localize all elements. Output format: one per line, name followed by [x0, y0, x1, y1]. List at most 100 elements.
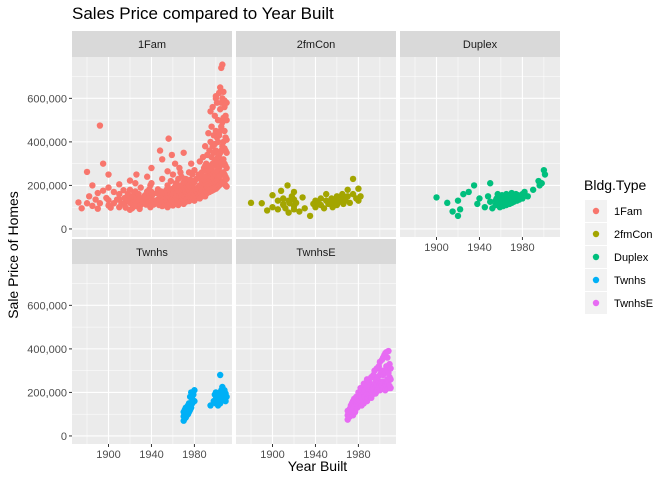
data-point	[105, 197, 112, 204]
legend-swatch	[592, 230, 600, 238]
x-axes: 1900 1940 1980 1900 1940 1980 1900 1940 1980	[96, 237, 535, 461]
data-point	[487, 198, 494, 205]
data-point	[296, 208, 303, 215]
data-point	[247, 199, 255, 207]
facet-strip-label: TwnhsE	[296, 247, 335, 259]
data-point	[269, 203, 276, 211]
data-point	[105, 184, 112, 191]
data-point	[126, 177, 134, 184]
data-point	[94, 205, 101, 212]
data-point	[92, 196, 99, 203]
x-tick-label: 1940	[467, 242, 491, 254]
data-point	[223, 116, 230, 124]
data-point	[312, 203, 319, 211]
data-point	[85, 193, 93, 200]
legend-title: Bldg.Type	[584, 177, 646, 193]
data-point	[456, 206, 464, 213]
data-point	[165, 135, 172, 142]
x-tick-label: 1940	[139, 449, 163, 461]
legend-item-twnhse: TwnhsE	[585, 292, 653, 314]
data-point	[484, 193, 492, 200]
data-point	[116, 181, 123, 188]
data-point	[277, 187, 285, 195]
data-point	[301, 205, 308, 212]
data-point	[387, 384, 394, 392]
x-tick-label: 1940	[303, 449, 327, 461]
data-point	[285, 209, 292, 216]
y-tick-label: 200,000	[27, 180, 67, 192]
series-points-1fam	[75, 61, 230, 213]
data-point	[159, 156, 166, 163]
y-tick-label: 600,000	[27, 300, 67, 312]
data-point	[385, 347, 392, 355]
x-tick-label: 1980	[510, 242, 534, 254]
data-point	[78, 205, 85, 212]
facet-panel-duplex: Duplex	[400, 31, 560, 237]
data-point	[290, 206, 298, 213]
x-tick-label: 1900	[260, 449, 284, 461]
x-axis-col-2: 1900 1940 1980	[260, 444, 371, 461]
y-axes: 0 200,000 400,000 600,000 0 200,000 400,000 600…	[27, 93, 72, 443]
data-point	[344, 186, 351, 193]
data-point	[317, 195, 325, 202]
data-point	[384, 354, 391, 361]
data-point	[132, 180, 139, 187]
data-point	[169, 171, 177, 178]
x-tick-label: 1900	[424, 242, 448, 254]
facet-panel-twnhs: Twnhs	[72, 239, 232, 444]
data-point	[110, 188, 118, 196]
legend-item-duplex: Duplex	[585, 246, 649, 268]
y-tick-label: 400,000	[27, 137, 67, 149]
data-point	[320, 205, 328, 212]
data-point	[465, 188, 472, 196]
legend-swatch	[592, 253, 600, 261]
y-axis-row-2: 0 200,000 400,000 600,000	[27, 300, 72, 443]
data-point	[223, 183, 230, 190]
data-point	[476, 195, 483, 202]
chart-title: Sales Price compared to Year Built	[72, 4, 334, 23]
facet-strip	[400, 31, 560, 57]
data-point	[105, 171, 112, 178]
data-point	[474, 200, 481, 208]
data-point	[187, 160, 195, 167]
x-tick-label: 1980	[346, 449, 370, 461]
data-point	[274, 197, 282, 204]
data-point	[460, 190, 467, 198]
y-tick-label: 0	[61, 224, 67, 236]
data-point	[116, 190, 123, 198]
data-point	[454, 212, 462, 220]
data-point	[292, 199, 300, 207]
legend: Bldg.Type 1Fam 2fmCon Duplex Twnhs TwnhsE	[584, 177, 653, 314]
facet-strip	[236, 239, 396, 265]
data-point	[96, 200, 104, 207]
legend-label: Duplex	[614, 252, 649, 264]
data-point	[143, 173, 151, 180]
legend-swatch	[592, 299, 600, 307]
data-point	[208, 123, 215, 130]
data-point	[168, 151, 176, 159]
data-point	[280, 195, 287, 202]
data-point	[164, 168, 171, 175]
data-point	[524, 193, 531, 200]
facet-strip-label: Twnhs	[136, 247, 168, 259]
legend-label: 1Fam	[614, 206, 642, 218]
legend-item-2fmcon: 2fmCon	[585, 223, 653, 245]
data-point	[219, 61, 226, 68]
data-point	[133, 171, 140, 178]
data-point	[355, 185, 362, 192]
x-tick-label: 1900	[96, 449, 120, 461]
series-points-twnhse	[344, 347, 394, 423]
y-tick-label: 0	[61, 431, 67, 443]
y-axis-title: Sale Price of Homes	[5, 191, 21, 319]
data-point	[258, 200, 265, 207]
data-point	[180, 149, 187, 156]
data-point	[357, 193, 364, 200]
data-point	[191, 397, 198, 405]
legend-item-twnhs: Twnhs	[585, 269, 646, 291]
data-point	[387, 376, 394, 383]
data-point	[290, 188, 298, 196]
data-point	[171, 160, 179, 167]
legend-label: 2fmCon	[614, 229, 653, 241]
data-point	[223, 136, 230, 143]
data-point	[89, 202, 96, 210]
